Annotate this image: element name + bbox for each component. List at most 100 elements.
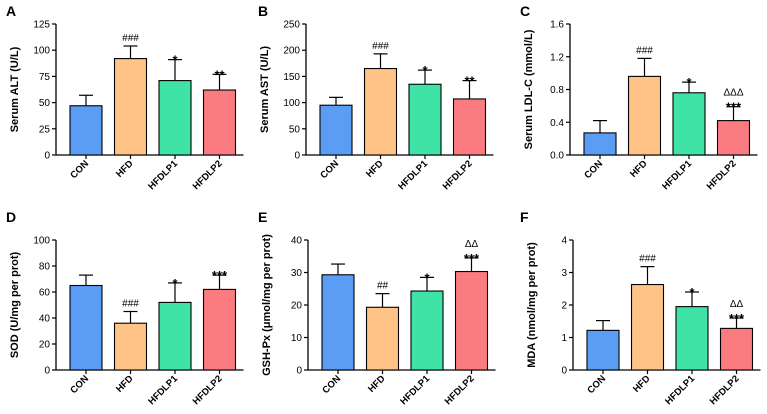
bar-hfd [365,306,400,371]
significance-label: * [422,63,428,78]
x-tick-label: CON [318,158,341,181]
x-tick-label: HFDLP1 [663,373,697,407]
y-axis-label: Serum ALT (U/L) [9,46,21,132]
bar-hfdlp2 [719,327,754,371]
bar-hfd [113,58,148,156]
y-tick-label: 1 [561,333,567,344]
y-axis-label: SOD (U/mg per prot) [9,252,21,359]
x-tick-label: HFDLP2 [191,373,225,407]
bar-con [69,105,103,156]
significance-label: ** [214,67,225,82]
bar-hfd [363,67,398,156]
significance-label: * [424,270,430,285]
x-tick-label: HFD [366,373,388,395]
y-tick-label: 150 [283,72,300,83]
y-tick-label: 25 [39,124,51,135]
panel-D: D SOD (U/mg per prot) 0 20 40 60 80 100 CON HFD ##… [6,209,244,407]
bar-hfdlp1 [408,83,442,156]
x-tick-label: HFDLP1 [146,373,180,407]
x-tick-label: HFD [114,373,136,395]
significance-label: * [172,53,178,68]
panel-label: F [520,209,529,225]
bar-hfd [113,322,148,371]
y-tick-label: 4 [561,236,567,247]
y-tick-label: 2 [561,301,567,312]
y-tick-label: 60 [39,288,51,299]
y-axis-label: MDA (nmol/mg per prot) [526,242,538,368]
y-axis-label: GSH-Px (μmol/mg per prot) [261,234,273,376]
x-tick-label: HFD [628,158,650,180]
x-tick-label: HFDLP2 [705,158,739,192]
panel-F: F MDA (nmol/mg per prot) 0 1 2 3 4 CON HFD ### HFD… [520,209,761,407]
y-tick-label: 30 [291,268,303,279]
significance-label: ### [122,299,139,310]
x-tick-label: CON [585,373,608,396]
significance-label: ** [464,74,475,89]
significance-label: *** [212,268,228,283]
bar-hfdlp1 [675,306,709,371]
y-tick-label: 0 [561,366,567,377]
y-tick-label: 100 [33,236,50,247]
x-tick-label: HFDLP2 [443,373,477,407]
y-tick-label: 0 [44,366,50,377]
panel-C: C Serum LDL-C (mmol/L) 0.0 0.4 0.8 1.2 1.6 CON H… [520,3,758,192]
significance-label: * [172,276,178,291]
significance-label: *** [726,100,742,115]
bar-hfdlp1 [672,92,706,156]
significance-label-secondary: ΔΔ [465,239,479,250]
x-tick-label: HFDLP2 [441,158,475,192]
y-axis-label: Serum LDL-C (mmol/L) [523,29,535,149]
y-tick-label: 0.0 [550,151,564,162]
y-tick-label: 1.6 [550,20,564,31]
y-tick-label: 100 [283,98,300,109]
y-tick-label: 250 [283,20,300,31]
bar-hfdlp2 [454,270,489,371]
y-tick-label: 0 [44,151,50,162]
x-tick-label: HFD [364,158,386,180]
bar-hfdlp2 [202,288,237,371]
significance-label: *** [464,251,480,266]
panel-A: A Serum ALT (U/L) 0 25 50 75 100 125 CON HFD ### HF… [6,3,244,192]
y-tick-label: 200 [283,46,300,57]
x-tick-label: HFDLP2 [708,373,742,407]
x-tick-label: HFDLP1 [146,158,180,192]
bar-con [319,104,353,156]
bar-hfdlp1 [410,290,444,371]
y-tick-label: 10 [291,333,303,344]
bar-hfd [630,283,665,371]
panel-E: E GSH-Px (μmol/mg per prot) 0 10 20 30 40 CON HF… [258,209,496,407]
y-tick-label: 20 [291,301,303,312]
bar-hfdlp2 [452,98,487,156]
panel-label: D [6,209,16,225]
y-tick-label: 0.8 [550,85,564,96]
panel-label: B [258,3,268,19]
y-tick-label: 0 [296,366,302,377]
x-tick-label: CON [68,373,91,396]
bar-hfdlp2 [202,89,237,156]
bar-hfd [627,75,662,156]
x-tick-label: HFD [631,373,653,395]
bar-hfdlp2 [716,120,751,156]
x-tick-label: CON [582,158,605,181]
panel-label: E [258,209,267,225]
panel-B: B Serum AST (U/L) 0 50 100 150 200 250 CON HFD ###… [258,3,494,192]
y-tick-label: 50 [289,124,301,135]
y-tick-label: 0 [294,151,300,162]
bar-con [586,329,620,371]
y-tick-label: 75 [39,72,51,83]
y-tick-label: 20 [39,340,51,351]
significance-label: * [689,285,695,300]
bar-con [321,274,355,371]
significance-label: ### [122,33,139,44]
y-tick-label: 40 [291,236,303,247]
bar-con [69,284,103,371]
x-tick-label: HFD [114,158,136,180]
significance-label-secondary: ΔΔΔ [723,88,743,99]
significance-label: ### [636,45,653,56]
bar-con [583,132,617,156]
significance-label-secondary: ΔΔ [730,299,744,310]
y-tick-label: 3 [561,268,567,279]
y-axis-label: Serum AST (U/L) [259,46,271,133]
significance-label: ### [639,254,656,265]
